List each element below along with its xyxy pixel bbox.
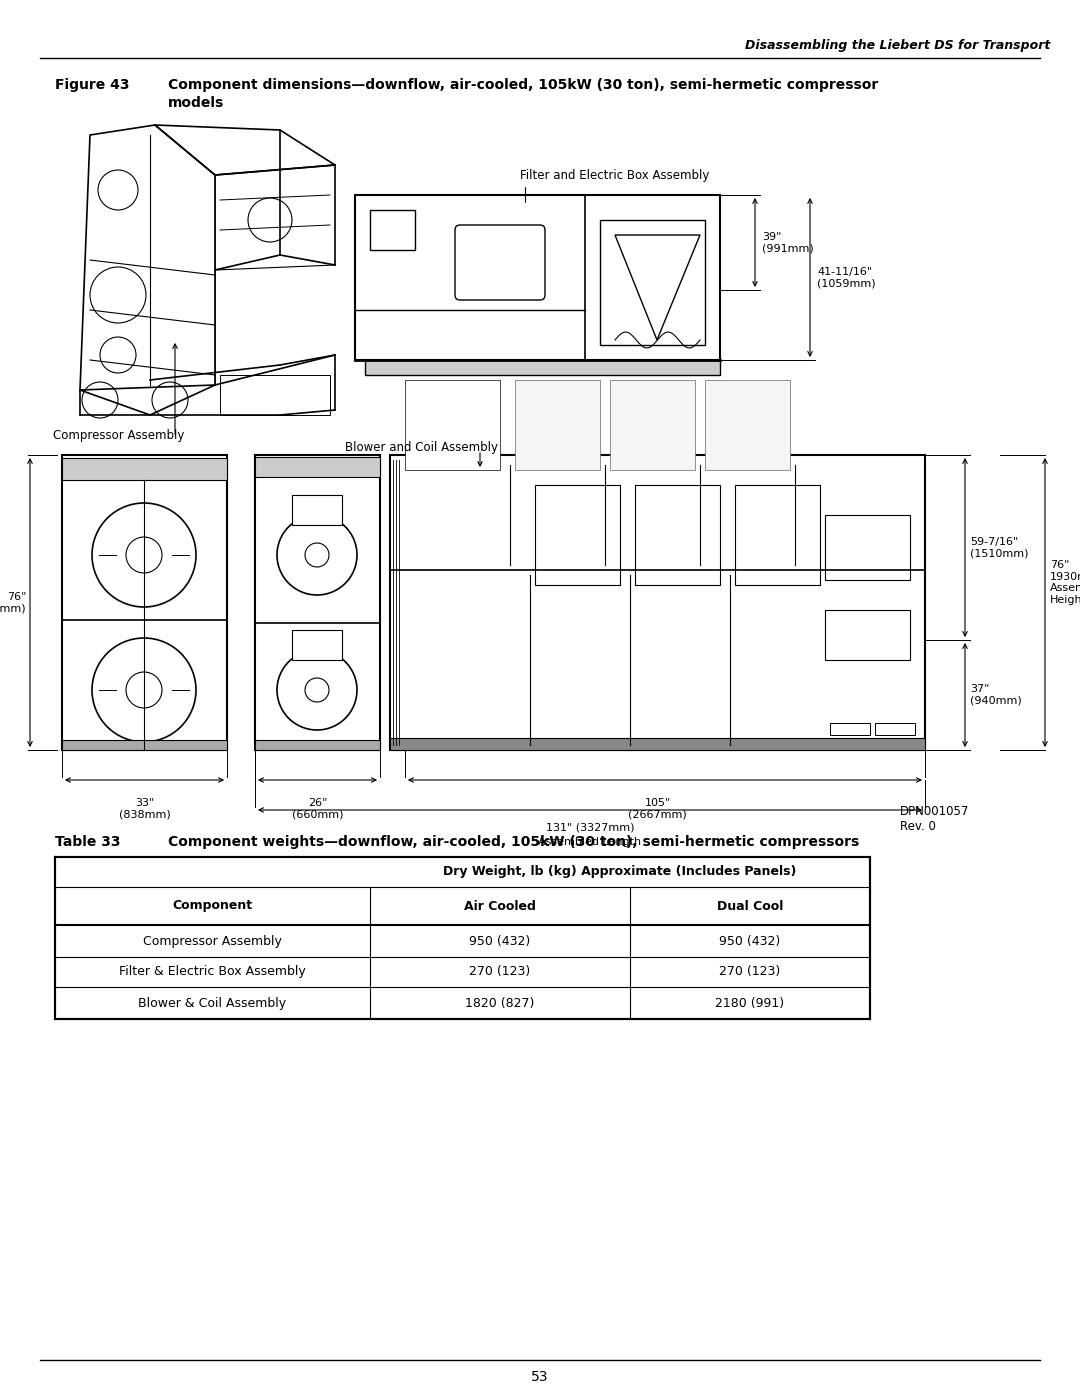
Text: 41-11/16"
(1059mm): 41-11/16" (1059mm): [816, 267, 876, 288]
Text: Air Cooled: Air Cooled: [464, 900, 536, 912]
Bar: [390, 738, 924, 750]
Bar: [292, 495, 342, 525]
Bar: [705, 380, 789, 469]
Bar: [255, 740, 380, 750]
Bar: [365, 360, 720, 374]
Text: Component weights—downflow, air-cooled, 105kW (30 ton), semi-hermetic compressor: Component weights—downflow, air-cooled, …: [168, 835, 860, 849]
Text: 270 (123): 270 (123): [719, 965, 781, 978]
Text: 2180 (991): 2180 (991): [715, 996, 784, 1010]
Bar: [355, 196, 720, 360]
Text: DPN001057
Rev. 0: DPN001057 Rev. 0: [900, 805, 970, 833]
Bar: [62, 455, 227, 750]
Text: Figure 43: Figure 43: [55, 78, 130, 92]
Text: 39"
(991mm): 39" (991mm): [762, 232, 813, 253]
Text: Blower & Coil Assembly: Blower & Coil Assembly: [138, 996, 286, 1010]
Bar: [220, 374, 330, 415]
Text: Compressor Assembly: Compressor Assembly: [53, 429, 185, 441]
Bar: [825, 515, 910, 580]
Bar: [831, 724, 870, 735]
Text: 59-7/16"
(1510mm): 59-7/16" (1510mm): [970, 536, 1028, 559]
Bar: [390, 455, 924, 750]
Bar: [735, 485, 820, 585]
Text: Filter & Electric Box Assembly: Filter & Electric Box Assembly: [119, 965, 306, 978]
Text: Component: Component: [173, 900, 253, 912]
Text: 131" (3327mm): 131" (3327mm): [545, 821, 634, 833]
Text: 37"
(940mm): 37" (940mm): [970, 685, 1022, 705]
Text: 1820 (827): 1820 (827): [465, 996, 535, 1010]
Bar: [610, 380, 696, 469]
Text: Component dimensions—downflow, air-cooled, 105kW (30 ton), semi-hermetic compres: Component dimensions—downflow, air-coole…: [168, 78, 878, 92]
Bar: [370, 856, 870, 887]
Text: Dry Weight, lb (kg) Approximate (Includes Panels): Dry Weight, lb (kg) Approximate (Include…: [443, 866, 797, 879]
Text: models: models: [168, 96, 225, 110]
Bar: [255, 457, 380, 476]
Bar: [875, 724, 915, 735]
Text: 270 (123): 270 (123): [470, 965, 530, 978]
Text: 950 (432): 950 (432): [719, 935, 781, 947]
FancyBboxPatch shape: [455, 225, 545, 300]
Bar: [62, 740, 227, 750]
Bar: [292, 630, 342, 659]
Bar: [370, 210, 415, 250]
Text: Compressor Assembly: Compressor Assembly: [143, 935, 282, 947]
Text: 33"
(838mm): 33" (838mm): [119, 798, 171, 820]
Text: Table 33: Table 33: [55, 835, 121, 849]
Text: 950 (432): 950 (432): [470, 935, 530, 947]
Text: 76"
(1930mm): 76" (1930mm): [0, 592, 26, 613]
Text: 26"
(660mm): 26" (660mm): [292, 798, 343, 820]
Text: Blower and Coil Assembly: Blower and Coil Assembly: [345, 440, 498, 454]
Bar: [515, 380, 600, 469]
Text: Filter and Electric Box Assembly: Filter and Electric Box Assembly: [519, 169, 710, 203]
Bar: [635, 485, 720, 585]
Text: Dual Cool: Dual Cool: [717, 900, 783, 912]
Text: 53: 53: [531, 1370, 549, 1384]
Bar: [62, 458, 227, 481]
Text: 76"
1930mm
Assembled
Height: 76" 1930mm Assembled Height: [1050, 560, 1080, 605]
Bar: [825, 610, 910, 659]
Text: Disassembling the Liebert DS for Transport: Disassembling the Liebert DS for Transpo…: [744, 39, 1050, 52]
Bar: [405, 380, 500, 469]
Text: 105"
(2667mm): 105" (2667mm): [629, 798, 687, 820]
Bar: [255, 455, 380, 750]
Bar: [535, 485, 620, 585]
Text: Assembled Length: Assembled Length: [539, 837, 642, 847]
